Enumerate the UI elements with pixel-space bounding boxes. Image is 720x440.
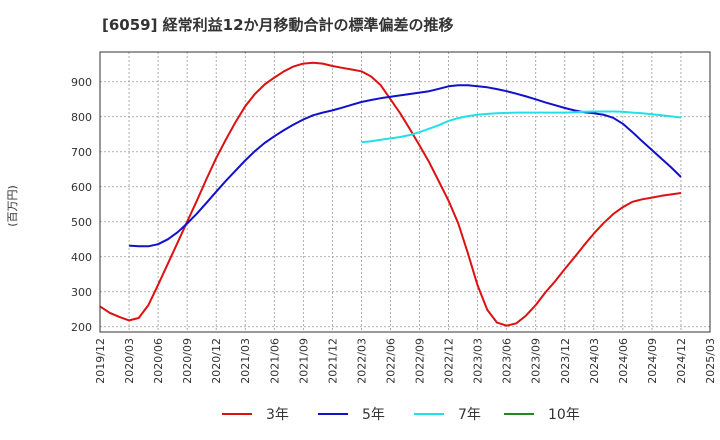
plot-area: [99, 51, 711, 333]
legend-label-10年: 10年: [548, 407, 580, 423]
x-tick-label: 2022/03: [355, 338, 368, 384]
x-tick-label: 2024/09: [646, 338, 659, 384]
y-tick-label: 600: [71, 181, 92, 194]
y-tick-label: 400: [71, 251, 92, 264]
legend-label-7年: 7年: [458, 407, 481, 423]
x-tick-label: 2021/06: [268, 338, 281, 384]
x-tick-label: 2022/09: [414, 338, 427, 384]
series-lines: [99, 61, 682, 327]
x-tick-label: 2023/06: [501, 338, 514, 384]
x-tick-label: 2019/12: [94, 338, 107, 384]
x-tick-label: 2020/06: [152, 338, 165, 384]
x-tick-label: 2025/03: [704, 338, 717, 384]
y-tick-label: 700: [71, 146, 92, 159]
y-tick-label: 500: [71, 216, 92, 229]
y-tick-label: 900: [71, 76, 92, 89]
legend-label-5年: 5年: [362, 407, 385, 423]
x-tick-label: 2024/03: [588, 338, 601, 384]
x-tick-label: 2024/06: [617, 338, 630, 384]
y-axis-ticks: 200 300 400 500 600 700 800 900: [71, 76, 92, 334]
series-line-3年: [99, 61, 682, 327]
grid-lines: [99, 52, 711, 332]
x-tick-label: 2020/12: [210, 338, 223, 384]
x-tick-label: 2021/03: [239, 338, 252, 384]
x-tick-label: 2024/12: [675, 338, 688, 384]
x-tick-label: 2022/06: [384, 338, 397, 384]
series-line-5年: [128, 84, 682, 248]
x-tick-label: 2020/09: [181, 338, 194, 384]
legend-label-3年: 3年: [266, 407, 289, 423]
x-tick-label: 2023/03: [472, 338, 485, 384]
x-tick-label: 2021/12: [326, 338, 339, 384]
series-line-7年: [361, 110, 682, 144]
y-tick-label: 800: [71, 111, 92, 124]
legend: 3年 5年 7年 10年: [222, 407, 580, 423]
x-tick-label: 2021/09: [297, 338, 310, 384]
y-axis-label: (百万円): [6, 185, 19, 227]
x-tick-label: 2022/12: [443, 338, 456, 384]
y-tick-label: 300: [71, 286, 92, 299]
y-tick-label: 200: [71, 321, 92, 334]
x-tick-label: 2020/03: [123, 338, 136, 384]
x-tick-label: 2023/09: [530, 338, 543, 384]
x-axis-ticks: 2019/12 2020/03 2020/06 2020/09 2020/12 2021/…: [94, 338, 717, 384]
x-tick-label: 2023/12: [559, 338, 572, 384]
chart-title: [6059] 経常利益12か月移動合計の標準偏差の推移: [102, 16, 454, 34]
